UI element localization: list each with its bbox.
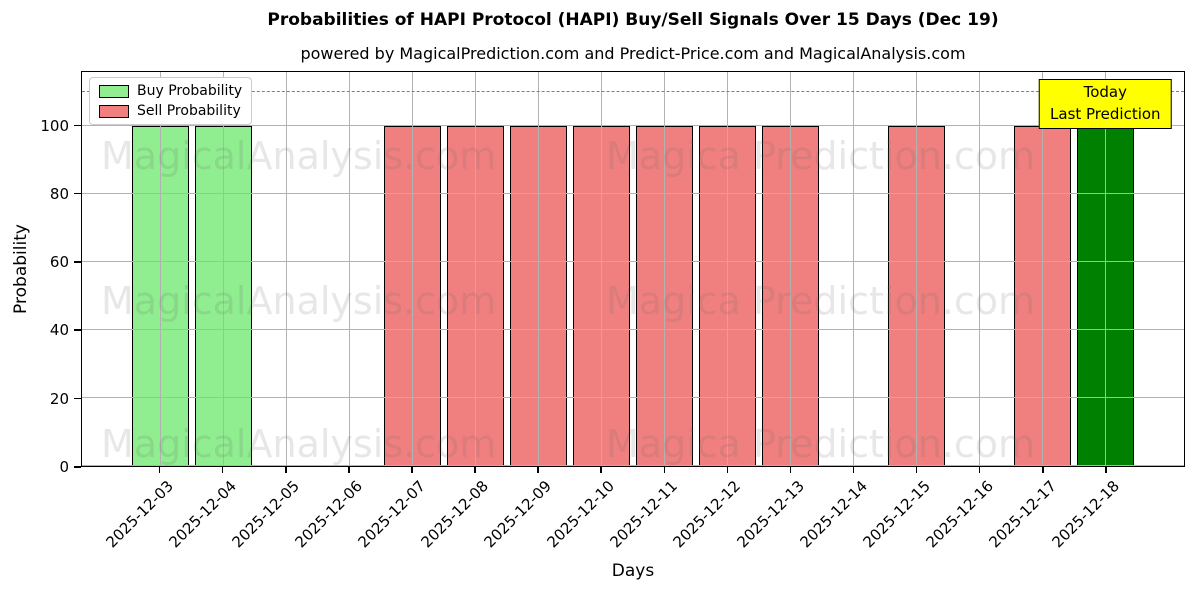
x-tick-mark: [221, 467, 224, 473]
x-gridline: [223, 72, 225, 466]
y-tick-label: 100: [40, 116, 69, 135]
y-tick-mark: [74, 397, 81, 400]
legend-label-sell: Sell Probability: [137, 103, 241, 119]
y-tick-label: 20: [49, 389, 69, 408]
x-tick-label: 2025-12-16: [922, 477, 997, 552]
x-axis-label: Days: [611, 561, 655, 581]
x-tick-mark: [474, 467, 476, 473]
y-gridline: [82, 329, 1184, 331]
x-tick-label: 2025-12-09: [480, 477, 556, 552]
x-tick-label: 2025-12-03: [102, 477, 177, 552]
y-tick-mark: [74, 466, 81, 468]
chart-title: Probabilities of HAPI Protocol (HAPI) Bu…: [267, 10, 999, 30]
y-tick-mark: [74, 124, 81, 127]
x-tick-mark: [663, 467, 666, 473]
x-tick-label: 2025-12-13: [733, 477, 808, 552]
chart-subtitle: powered by MagicalPrediction.com and Pre…: [300, 44, 966, 63]
x-tick-mark: [726, 467, 729, 473]
x-tick-mark: [852, 467, 855, 473]
y-gridline: [82, 397, 1184, 399]
y-gridline: [82, 125, 1184, 127]
threshold-dashed-line: [82, 91, 1184, 93]
legend-item-sell: Sell Probability: [99, 104, 242, 118]
x-tick-mark: [411, 467, 413, 473]
legend: Buy Probability Sell Probability: [89, 77, 253, 125]
today-last-prediction-annotation: Today Last Prediction: [1039, 79, 1172, 129]
x-tick-mark: [1105, 467, 1107, 473]
x-tick-mark: [978, 467, 981, 473]
x-tick-label: 2025-12-05: [228, 477, 303, 552]
y-tick-mark: [74, 329, 81, 331]
y-tick-label: 0: [59, 458, 69, 476]
x-tick-mark: [915, 467, 918, 473]
buy-probability-swatch: [99, 84, 129, 98]
x-gridline: [538, 72, 540, 466]
x-gridline: [601, 72, 602, 466]
x-tick-label: 2025-12-17: [985, 477, 1060, 552]
y-gridline: [82, 465, 1184, 466]
sell-probability-swatch: [99, 104, 129, 118]
x-gridline: [726, 72, 728, 466]
x-tick-mark: [600, 467, 602, 473]
x-gridline: [663, 72, 665, 466]
x-gridline: [789, 72, 791, 466]
y-gridline: [82, 261, 1184, 263]
x-gridline: [852, 72, 854, 466]
y-gridline: [82, 193, 1184, 195]
x-tick-mark: [285, 467, 287, 473]
y-tick-mark: [74, 192, 81, 195]
y-tick-label: 40: [49, 321, 69, 340]
x-tick-mark: [348, 467, 350, 473]
annotation-line2: Last Prediction: [1050, 104, 1161, 123]
x-tick-label: 2025-12-10: [543, 477, 619, 552]
y-tick-mark: [74, 261, 81, 263]
x-gridline: [349, 72, 351, 466]
x-tick-label: 2025-12-08: [417, 477, 493, 552]
x-gridline: [286, 72, 288, 466]
x-tick-label: 2025-12-12: [669, 477, 745, 552]
x-tick-label: 2025-12-07: [354, 477, 429, 552]
x-gridline: [915, 72, 917, 466]
x-gridline: [412, 72, 414, 466]
x-tick-label: 2025-12-18: [1048, 477, 1123, 552]
plot-area: Buy Probability Sell Probability Today L…: [81, 71, 1185, 467]
x-tick-mark: [158, 467, 161, 473]
legend-item-buy: Buy Probability: [99, 84, 242, 98]
x-tick-mark: [789, 467, 792, 473]
legend-label-buy: Buy Probability: [137, 83, 243, 99]
x-gridline: [160, 72, 162, 466]
x-tick-label: 2025-12-06: [291, 477, 366, 552]
x-gridline: [475, 72, 477, 466]
x-tick-mark: [1042, 467, 1044, 473]
x-tick-mark: [537, 467, 539, 473]
annotation-line1: Today: [1083, 83, 1127, 101]
x-gridline: [1041, 72, 1043, 466]
x-gridline: [1104, 72, 1106, 466]
x-tick-label: 2025-12-15: [859, 477, 934, 552]
x-gridline: [978, 72, 980, 466]
x-tick-label: 2025-12-04: [165, 477, 240, 552]
y-tick-label: 60: [49, 253, 69, 272]
y-tick-label: 80: [49, 184, 69, 203]
